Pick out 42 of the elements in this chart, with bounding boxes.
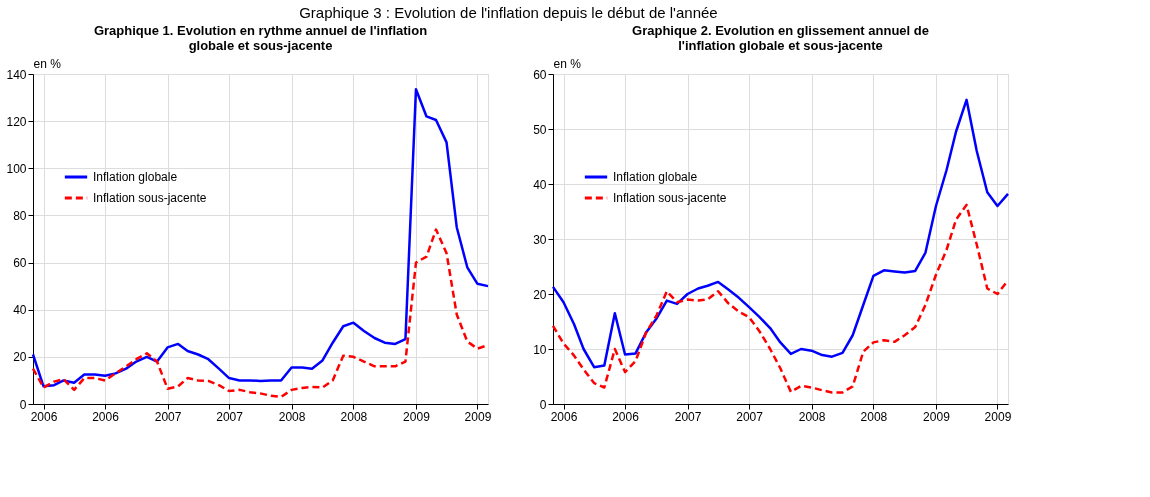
y-tick-label: 120: [6, 114, 27, 129]
legend-label: Inflation sous-jacente: [93, 191, 207, 205]
x-tick-label: 2008: [278, 409, 306, 424]
y-tick-label: 20: [533, 287, 547, 302]
y-tick-label: 60: [533, 67, 547, 82]
x-tick-label: 2008: [798, 409, 826, 424]
y-tick-label: 50: [533, 122, 547, 137]
line-series: [31, 88, 490, 388]
x-tick-label: 2006: [92, 409, 120, 424]
chart-title: Graphique 2. Evolution en glissement annuel de l'inflation globale et sous-jacente: [632, 23, 929, 53]
y-tick-label: 60: [13, 256, 27, 271]
x-tick-label: 2008: [340, 409, 368, 424]
line-series: [551, 98, 1010, 369]
x-tick-label: 2007: [216, 409, 244, 424]
x-tick-label: 2009: [464, 409, 492, 424]
x-tick-label: 2008: [860, 409, 888, 424]
x-tick-label: 2006: [30, 409, 58, 424]
y-tick-label: 0: [19, 397, 27, 412]
y-tick-label: 140: [6, 67, 27, 82]
y-tick-label: 30: [533, 232, 547, 247]
y-tick-label: 40: [13, 303, 27, 318]
y-tick-label: 0: [539, 397, 547, 412]
x-tick-label: 2006: [550, 409, 578, 424]
x-tick-label: 2009: [403, 409, 431, 424]
y-axis-title: en %: [33, 56, 62, 71]
x-tick-label: 2007: [674, 409, 702, 424]
legend-label: Inflation sous-jacente: [613, 191, 727, 205]
y-tick-label: 20: [13, 350, 27, 365]
chart-title: Graphique 1. Evolution en rythme annuel de l'inflation globale et sous-jacente: [93, 23, 428, 53]
x-tick-label: 2009: [923, 409, 951, 424]
x-tick-label: 2007: [154, 409, 182, 424]
x-tick-label: 2006: [612, 409, 640, 424]
x-tick-label: 2009: [984, 409, 1012, 424]
y-tick-label: 100: [6, 161, 27, 176]
y-axis-title: en %: [553, 56, 582, 71]
y-tick-label: 40: [533, 177, 547, 192]
text: Graphique 3 : Evolution de l'inflation depuis le début de l'année: [299, 3, 718, 21]
legend-label: Inflation globale: [613, 170, 698, 184]
y-tick-label: 80: [13, 208, 27, 223]
legend-label: Inflation globale: [93, 170, 178, 184]
x-tick-label: 2007: [736, 409, 764, 424]
y-tick-label: 10: [533, 342, 547, 357]
